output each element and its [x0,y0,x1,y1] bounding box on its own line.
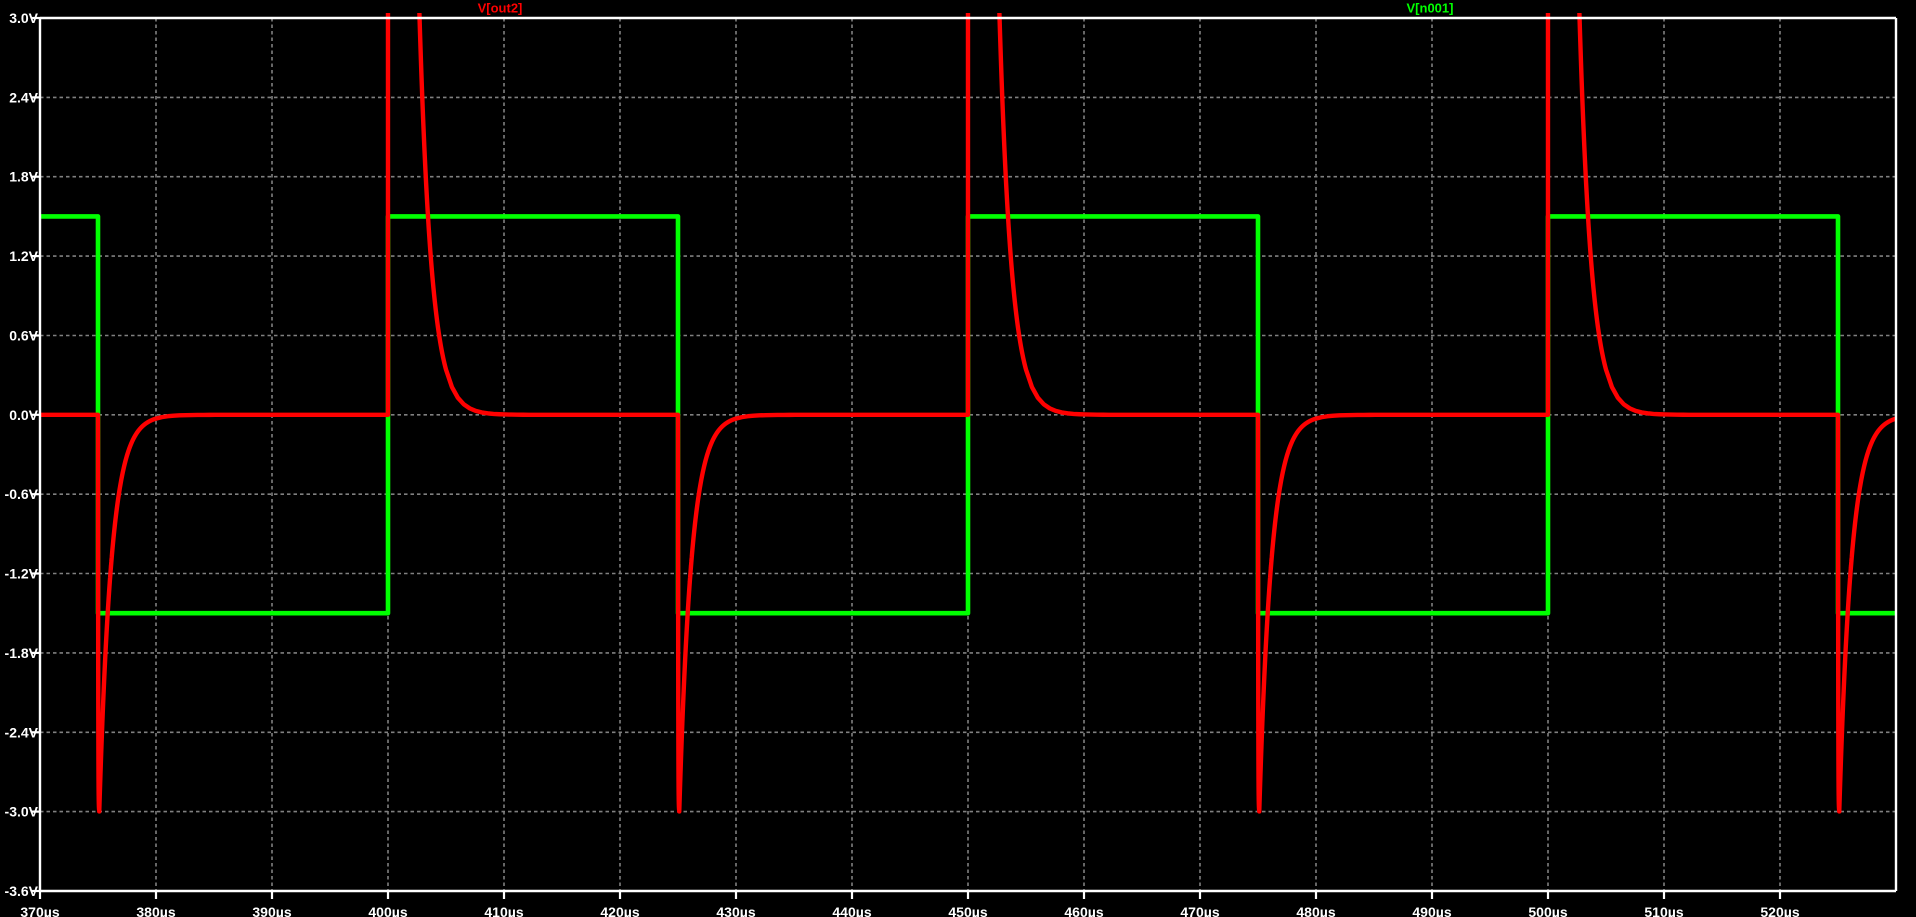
svg-text:490µs: 490µs [1412,904,1451,917]
svg-text:0.0V: 0.0V [9,407,38,423]
svg-text:390µs: 390µs [252,904,291,917]
svg-text:3.0V: 3.0V [9,10,38,26]
svg-text:-1.2V: -1.2V [5,566,39,582]
svg-text:-1.8V: -1.8V [5,645,39,661]
svg-text:0.6V: 0.6V [9,328,38,344]
svg-text:510µs: 510µs [1644,904,1683,917]
svg-text:-2.4V: -2.4V [5,724,39,740]
svg-text:1.8V: 1.8V [9,169,38,185]
svg-text:380µs: 380µs [136,904,175,917]
svg-text:V[out2]: V[out2] [478,1,523,16]
svg-text:480µs: 480µs [1296,904,1335,917]
svg-text:-3.0V: -3.0V [5,804,39,820]
svg-text:520µs: 520µs [1760,904,1799,917]
svg-text:470µs: 470µs [1180,904,1219,917]
svg-text:-3.6V: -3.6V [5,883,39,899]
svg-text:500µs: 500µs [1528,904,1567,917]
svg-text:V[n001]: V[n001] [1407,1,1454,16]
svg-text:430µs: 430µs [716,904,755,917]
svg-text:1.2V: 1.2V [9,248,38,264]
svg-text:460µs: 460µs [1064,904,1103,917]
svg-text:450µs: 450µs [948,904,987,917]
svg-text:370µs: 370µs [20,904,59,917]
svg-text:-0.6V: -0.6V [5,486,39,502]
svg-text:420µs: 420µs [600,904,639,917]
svg-text:2.4V: 2.4V [9,89,38,105]
svg-text:410µs: 410µs [484,904,523,917]
svg-text:400µs: 400µs [368,904,407,917]
svg-text:440µs: 440µs [832,904,871,917]
